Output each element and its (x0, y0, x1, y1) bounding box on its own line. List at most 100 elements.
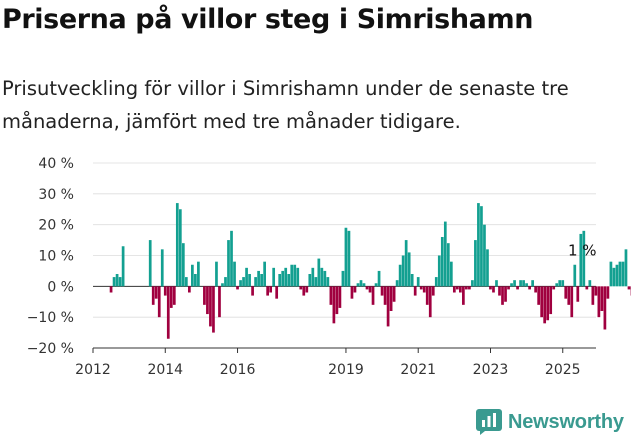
bar (347, 230, 351, 287)
bar (597, 286, 601, 318)
bar (266, 286, 270, 296)
bar (468, 286, 471, 290)
bar (483, 224, 486, 287)
bar (452, 286, 456, 293)
bar (555, 283, 559, 287)
bar (486, 249, 489, 287)
last-value-label: 1 % (568, 242, 597, 260)
bar (181, 243, 185, 287)
y-tick-label: 20 % (38, 218, 74, 234)
bar (218, 286, 221, 318)
bar (510, 283, 513, 287)
bars (109, 203, 631, 339)
bar (269, 286, 273, 293)
bar (386, 286, 390, 327)
bar (624, 249, 628, 287)
bar (311, 267, 315, 287)
bar (401, 255, 405, 287)
bar (612, 267, 616, 287)
bar (546, 286, 550, 321)
bar (166, 286, 170, 339)
bar (404, 240, 408, 287)
bar (594, 286, 598, 296)
bar (236, 286, 239, 290)
bar (194, 274, 197, 287)
bar (221, 283, 224, 287)
bar (163, 286, 167, 296)
bar (416, 277, 420, 287)
bar (239, 280, 242, 287)
bar (350, 286, 354, 299)
bar (437, 255, 441, 287)
bar (413, 286, 417, 296)
bar (184, 277, 188, 287)
bar (317, 258, 321, 287)
bar (299, 286, 303, 290)
bar (353, 286, 357, 293)
bar (308, 274, 312, 287)
bar (157, 286, 161, 318)
x-tick-label: 2023 (473, 362, 509, 378)
bar (591, 286, 595, 305)
bar (425, 286, 429, 305)
bar (284, 267, 288, 287)
bar (178, 209, 182, 287)
y-tick-label: 40 % (38, 156, 74, 172)
bar (492, 286, 495, 293)
y-tick-label: −20 % (27, 341, 74, 357)
bar (172, 286, 176, 305)
bar (615, 264, 619, 287)
bar (263, 261, 266, 287)
bar (582, 230, 586, 287)
bar-chart: −20 % −10 % 0 % 10 % 20 % 30 % 40 % 2012 2014 201… (27, 156, 631, 378)
bar (281, 270, 285, 287)
bar (516, 286, 519, 290)
bar (251, 286, 254, 296)
bar (543, 286, 547, 324)
bar (109, 286, 113, 293)
bar (428, 286, 432, 318)
bar (227, 240, 230, 287)
bar (603, 286, 607, 330)
bar (507, 286, 510, 290)
bar (212, 286, 215, 333)
bar (245, 267, 248, 287)
bar (431, 286, 435, 296)
bar (248, 274, 251, 287)
bar (504, 286, 507, 302)
bar (112, 277, 116, 287)
bar (443, 221, 447, 287)
bar (320, 267, 324, 287)
brand[interactable]: Newsworthy (476, 407, 624, 437)
x-tick-label: 2019 (328, 362, 364, 378)
bar (465, 286, 468, 290)
newsworthy-logo-icon (476, 409, 502, 435)
bar (540, 286, 544, 318)
bar (371, 286, 375, 305)
y-tick-label: −10 % (27, 310, 74, 326)
bar (383, 286, 387, 305)
bar (272, 267, 276, 287)
bar (314, 277, 318, 287)
bar (480, 206, 483, 287)
bar (549, 286, 553, 315)
x-tick-label: 2025 (545, 362, 581, 378)
bar (359, 280, 363, 287)
x-tick-label: 2021 (400, 362, 436, 378)
bar (115, 274, 119, 287)
bar (206, 286, 209, 315)
bar (525, 283, 528, 287)
bar (489, 286, 492, 290)
bar (344, 227, 348, 287)
bar (290, 264, 294, 287)
bar (287, 274, 291, 287)
bar (621, 261, 625, 287)
bar (609, 261, 613, 287)
bar (389, 286, 393, 311)
bar (368, 286, 372, 293)
bar (148, 240, 152, 287)
brand-name: Newsworthy (508, 410, 624, 433)
bar (531, 280, 534, 287)
chart-subtitle: Prisutveckling för villor i Simrishamn u… (2, 77, 569, 133)
x-axis (92, 347, 596, 353)
